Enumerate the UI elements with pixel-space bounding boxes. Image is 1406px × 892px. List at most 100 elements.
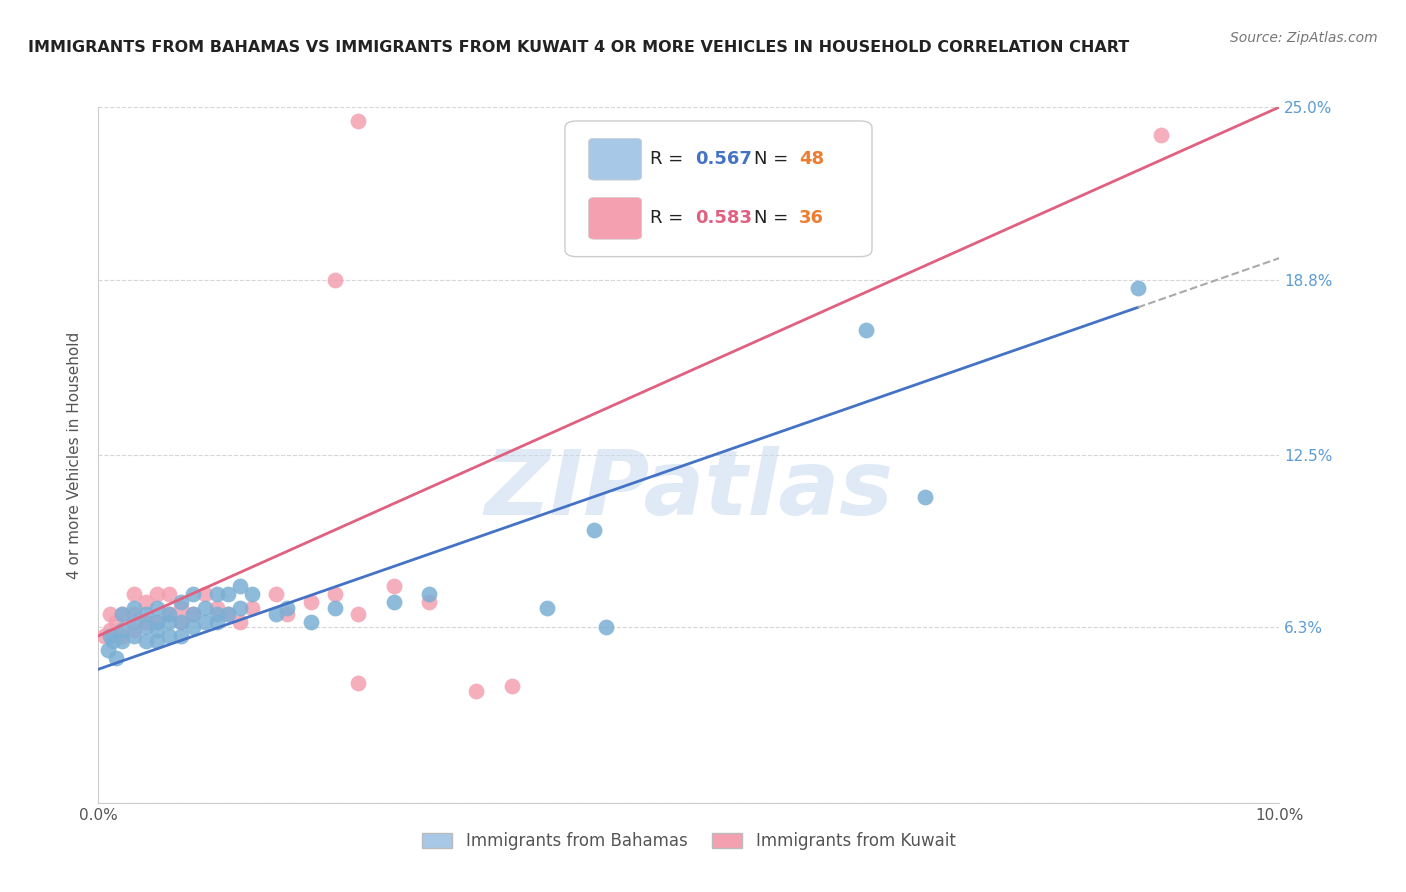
Legend: Immigrants from Bahamas, Immigrants from Kuwait: Immigrants from Bahamas, Immigrants from… xyxy=(416,826,962,857)
Text: ZIPatlas: ZIPatlas xyxy=(485,446,893,533)
Point xyxy=(146,634,169,648)
Point xyxy=(105,615,128,629)
Point xyxy=(122,629,145,643)
Point xyxy=(170,615,193,629)
Point xyxy=(146,615,169,629)
Point xyxy=(170,615,193,629)
Text: N =: N = xyxy=(754,210,794,227)
Point xyxy=(194,615,217,629)
Point xyxy=(299,615,322,629)
Point xyxy=(170,601,193,615)
Point xyxy=(1150,128,1173,142)
Point xyxy=(1126,281,1149,295)
Point xyxy=(105,651,128,665)
Point xyxy=(146,624,169,638)
Point xyxy=(101,634,124,648)
Point xyxy=(111,607,134,621)
Point xyxy=(418,595,440,609)
Point xyxy=(595,620,617,634)
Point xyxy=(323,601,346,615)
Point xyxy=(382,595,405,609)
Point xyxy=(181,607,204,621)
Text: 48: 48 xyxy=(799,150,824,169)
Point xyxy=(111,624,134,638)
Point xyxy=(914,490,936,504)
Point xyxy=(264,607,287,621)
Point xyxy=(855,323,877,337)
Point xyxy=(276,601,298,615)
Point xyxy=(135,620,157,634)
Point xyxy=(205,615,228,629)
Point xyxy=(146,601,169,615)
Point xyxy=(347,114,370,128)
Point xyxy=(299,595,322,609)
Point xyxy=(157,629,180,643)
Point xyxy=(194,601,217,615)
Point xyxy=(135,607,157,621)
Point xyxy=(264,587,287,601)
Point xyxy=(536,601,558,615)
Point xyxy=(170,629,193,643)
Point xyxy=(98,629,121,643)
Point xyxy=(501,679,523,693)
Point xyxy=(157,607,180,621)
Point xyxy=(194,587,217,601)
Point xyxy=(229,579,252,593)
Point xyxy=(323,272,346,286)
Y-axis label: 4 or more Vehicles in Household: 4 or more Vehicles in Household xyxy=(67,331,83,579)
Point xyxy=(170,595,193,609)
Text: 36: 36 xyxy=(799,210,824,227)
Point xyxy=(347,676,370,690)
Point xyxy=(135,634,157,648)
Point xyxy=(276,607,298,621)
Point xyxy=(583,523,606,537)
Point xyxy=(146,615,169,629)
Point xyxy=(323,587,346,601)
Point xyxy=(205,587,228,601)
Text: N =: N = xyxy=(754,150,794,169)
Point xyxy=(181,607,204,621)
Point xyxy=(157,607,180,621)
Text: R =: R = xyxy=(650,210,689,227)
Text: 0.583: 0.583 xyxy=(695,210,752,227)
Point xyxy=(98,607,121,621)
Point xyxy=(229,601,252,615)
Point xyxy=(98,624,121,638)
Point xyxy=(157,587,180,601)
Point xyxy=(146,587,169,601)
Point xyxy=(122,607,145,621)
Point xyxy=(240,587,263,601)
Point xyxy=(217,607,239,621)
Point xyxy=(181,620,204,634)
FancyBboxPatch shape xyxy=(589,138,641,180)
Point xyxy=(382,579,405,593)
FancyBboxPatch shape xyxy=(565,121,872,257)
Point xyxy=(111,629,134,643)
Point xyxy=(111,634,134,648)
Point xyxy=(205,607,228,621)
Point xyxy=(418,587,440,601)
Point xyxy=(465,684,488,698)
Point xyxy=(122,624,145,638)
Point xyxy=(122,587,145,601)
Point xyxy=(93,629,115,643)
Point xyxy=(122,601,145,615)
Point xyxy=(135,595,157,609)
Point xyxy=(347,607,370,621)
Point xyxy=(122,615,145,629)
Point xyxy=(240,601,263,615)
Point xyxy=(135,615,157,629)
Point xyxy=(111,607,134,621)
FancyBboxPatch shape xyxy=(589,197,641,239)
Text: R =: R = xyxy=(650,150,689,169)
Text: Source: ZipAtlas.com: Source: ZipAtlas.com xyxy=(1230,31,1378,45)
Point xyxy=(97,642,120,657)
Point xyxy=(217,607,239,621)
Point xyxy=(217,587,239,601)
Point xyxy=(205,601,228,615)
Text: 0.567: 0.567 xyxy=(695,150,752,169)
Text: IMMIGRANTS FROM BAHAMAS VS IMMIGRANTS FROM KUWAIT 4 OR MORE VEHICLES IN HOUSEHOL: IMMIGRANTS FROM BAHAMAS VS IMMIGRANTS FR… xyxy=(28,40,1129,55)
Point xyxy=(229,615,252,629)
Point xyxy=(181,587,204,601)
Point xyxy=(157,615,180,629)
